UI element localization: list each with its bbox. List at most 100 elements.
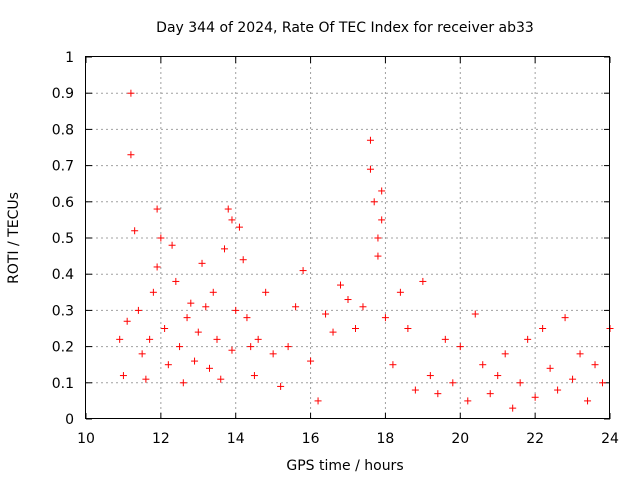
data-point [524, 335, 532, 343]
data-point [501, 350, 509, 358]
data-point [366, 136, 374, 144]
data-point [164, 361, 172, 369]
data-point [456, 343, 464, 351]
y-tick-label: 0.4 [52, 267, 74, 283]
data-point [396, 288, 404, 296]
x-axis-label: GPS time / hours [286, 458, 403, 474]
data-point [381, 314, 389, 322]
data-point [374, 234, 382, 242]
data-point [599, 379, 607, 387]
data-point [149, 288, 157, 296]
data-point [127, 89, 135, 97]
x-tick-label: 14 [227, 431, 245, 447]
data-point [441, 335, 449, 343]
data-point [228, 346, 236, 354]
data-points [116, 89, 614, 412]
data-point [217, 375, 225, 383]
data-point [554, 386, 562, 394]
data-point [494, 372, 502, 380]
data-point [389, 361, 397, 369]
data-point [329, 328, 337, 336]
data-point [146, 335, 154, 343]
data-point [168, 241, 176, 249]
data-point [131, 227, 139, 235]
x-tick-label: 18 [377, 431, 395, 447]
data-point [243, 314, 251, 322]
data-point [179, 379, 187, 387]
data-point [344, 296, 352, 304]
y-tick-label: 0 [65, 412, 74, 428]
data-point [191, 357, 199, 365]
x-axis-ticks: 10 12 14 16 18 20 22 24 [77, 57, 619, 447]
data-point [254, 335, 262, 343]
x-tick-label: 22 [526, 431, 544, 447]
x-tick-label: 10 [77, 431, 95, 447]
y-tick-label: 0.5 [52, 231, 74, 247]
data-point [411, 386, 419, 394]
data-point [153, 263, 161, 271]
data-point [116, 335, 124, 343]
data-point [561, 314, 569, 322]
data-point [419, 277, 427, 285]
data-point [479, 361, 487, 369]
chart-title: Day 344 of 2024, Rate Of TEC Index for r… [156, 20, 534, 36]
data-point [351, 325, 359, 332]
data-point [250, 372, 258, 380]
data-point [426, 372, 434, 380]
data-point [153, 205, 161, 213]
data-point [183, 314, 191, 322]
data-point [134, 306, 142, 314]
data-point [576, 350, 584, 358]
plot-frame [85, 56, 610, 419]
data-point [284, 343, 292, 351]
data-point [591, 361, 599, 369]
data-point [269, 350, 277, 358]
data-point [449, 379, 457, 387]
data-point [277, 382, 285, 390]
data-point [539, 325, 547, 332]
x-tick-label: 16 [302, 431, 320, 447]
y-tick-label: 0.9 [52, 86, 74, 102]
x-tick-label: 20 [451, 431, 469, 447]
y-axis-ticks: 0 0.1 0.2 0.3 0.4 0.5 0.6 0.7 0.8 0.9 1 [52, 50, 610, 428]
data-point [213, 335, 221, 343]
data-point [404, 325, 412, 332]
data-point [220, 245, 228, 253]
data-point [157, 234, 165, 242]
y-tick-label: 1 [65, 50, 74, 66]
data-point [198, 259, 206, 267]
data-point [228, 216, 236, 224]
data-point [247, 343, 255, 351]
data-point [235, 223, 243, 231]
data-point [531, 393, 539, 401]
y-tick-label: 0.2 [52, 340, 74, 356]
data-point [546, 364, 554, 372]
data-point [569, 375, 577, 383]
data-point [123, 317, 131, 325]
data-point [307, 357, 315, 365]
data-point [292, 303, 300, 311]
y-tick-label: 0.7 [52, 159, 74, 175]
data-point [187, 299, 195, 307]
data-point [374, 252, 382, 260]
data-point [370, 198, 378, 206]
data-point [161, 325, 169, 332]
data-point [172, 277, 180, 285]
data-point [232, 306, 240, 314]
data-point [194, 328, 202, 336]
data-point [322, 310, 330, 318]
data-point [239, 256, 247, 264]
data-point [464, 397, 472, 405]
grid-lines [86, 57, 610, 419]
data-point [119, 372, 127, 380]
data-point [434, 390, 442, 398]
data-point [378, 216, 386, 224]
data-point [471, 310, 479, 318]
x-tick-label: 12 [152, 431, 170, 447]
data-point [486, 390, 494, 398]
y-tick-label: 0.1 [52, 376, 74, 392]
y-axis-label: ROTI / TECUs [6, 192, 22, 284]
data-point [359, 303, 367, 311]
data-point [314, 397, 322, 405]
